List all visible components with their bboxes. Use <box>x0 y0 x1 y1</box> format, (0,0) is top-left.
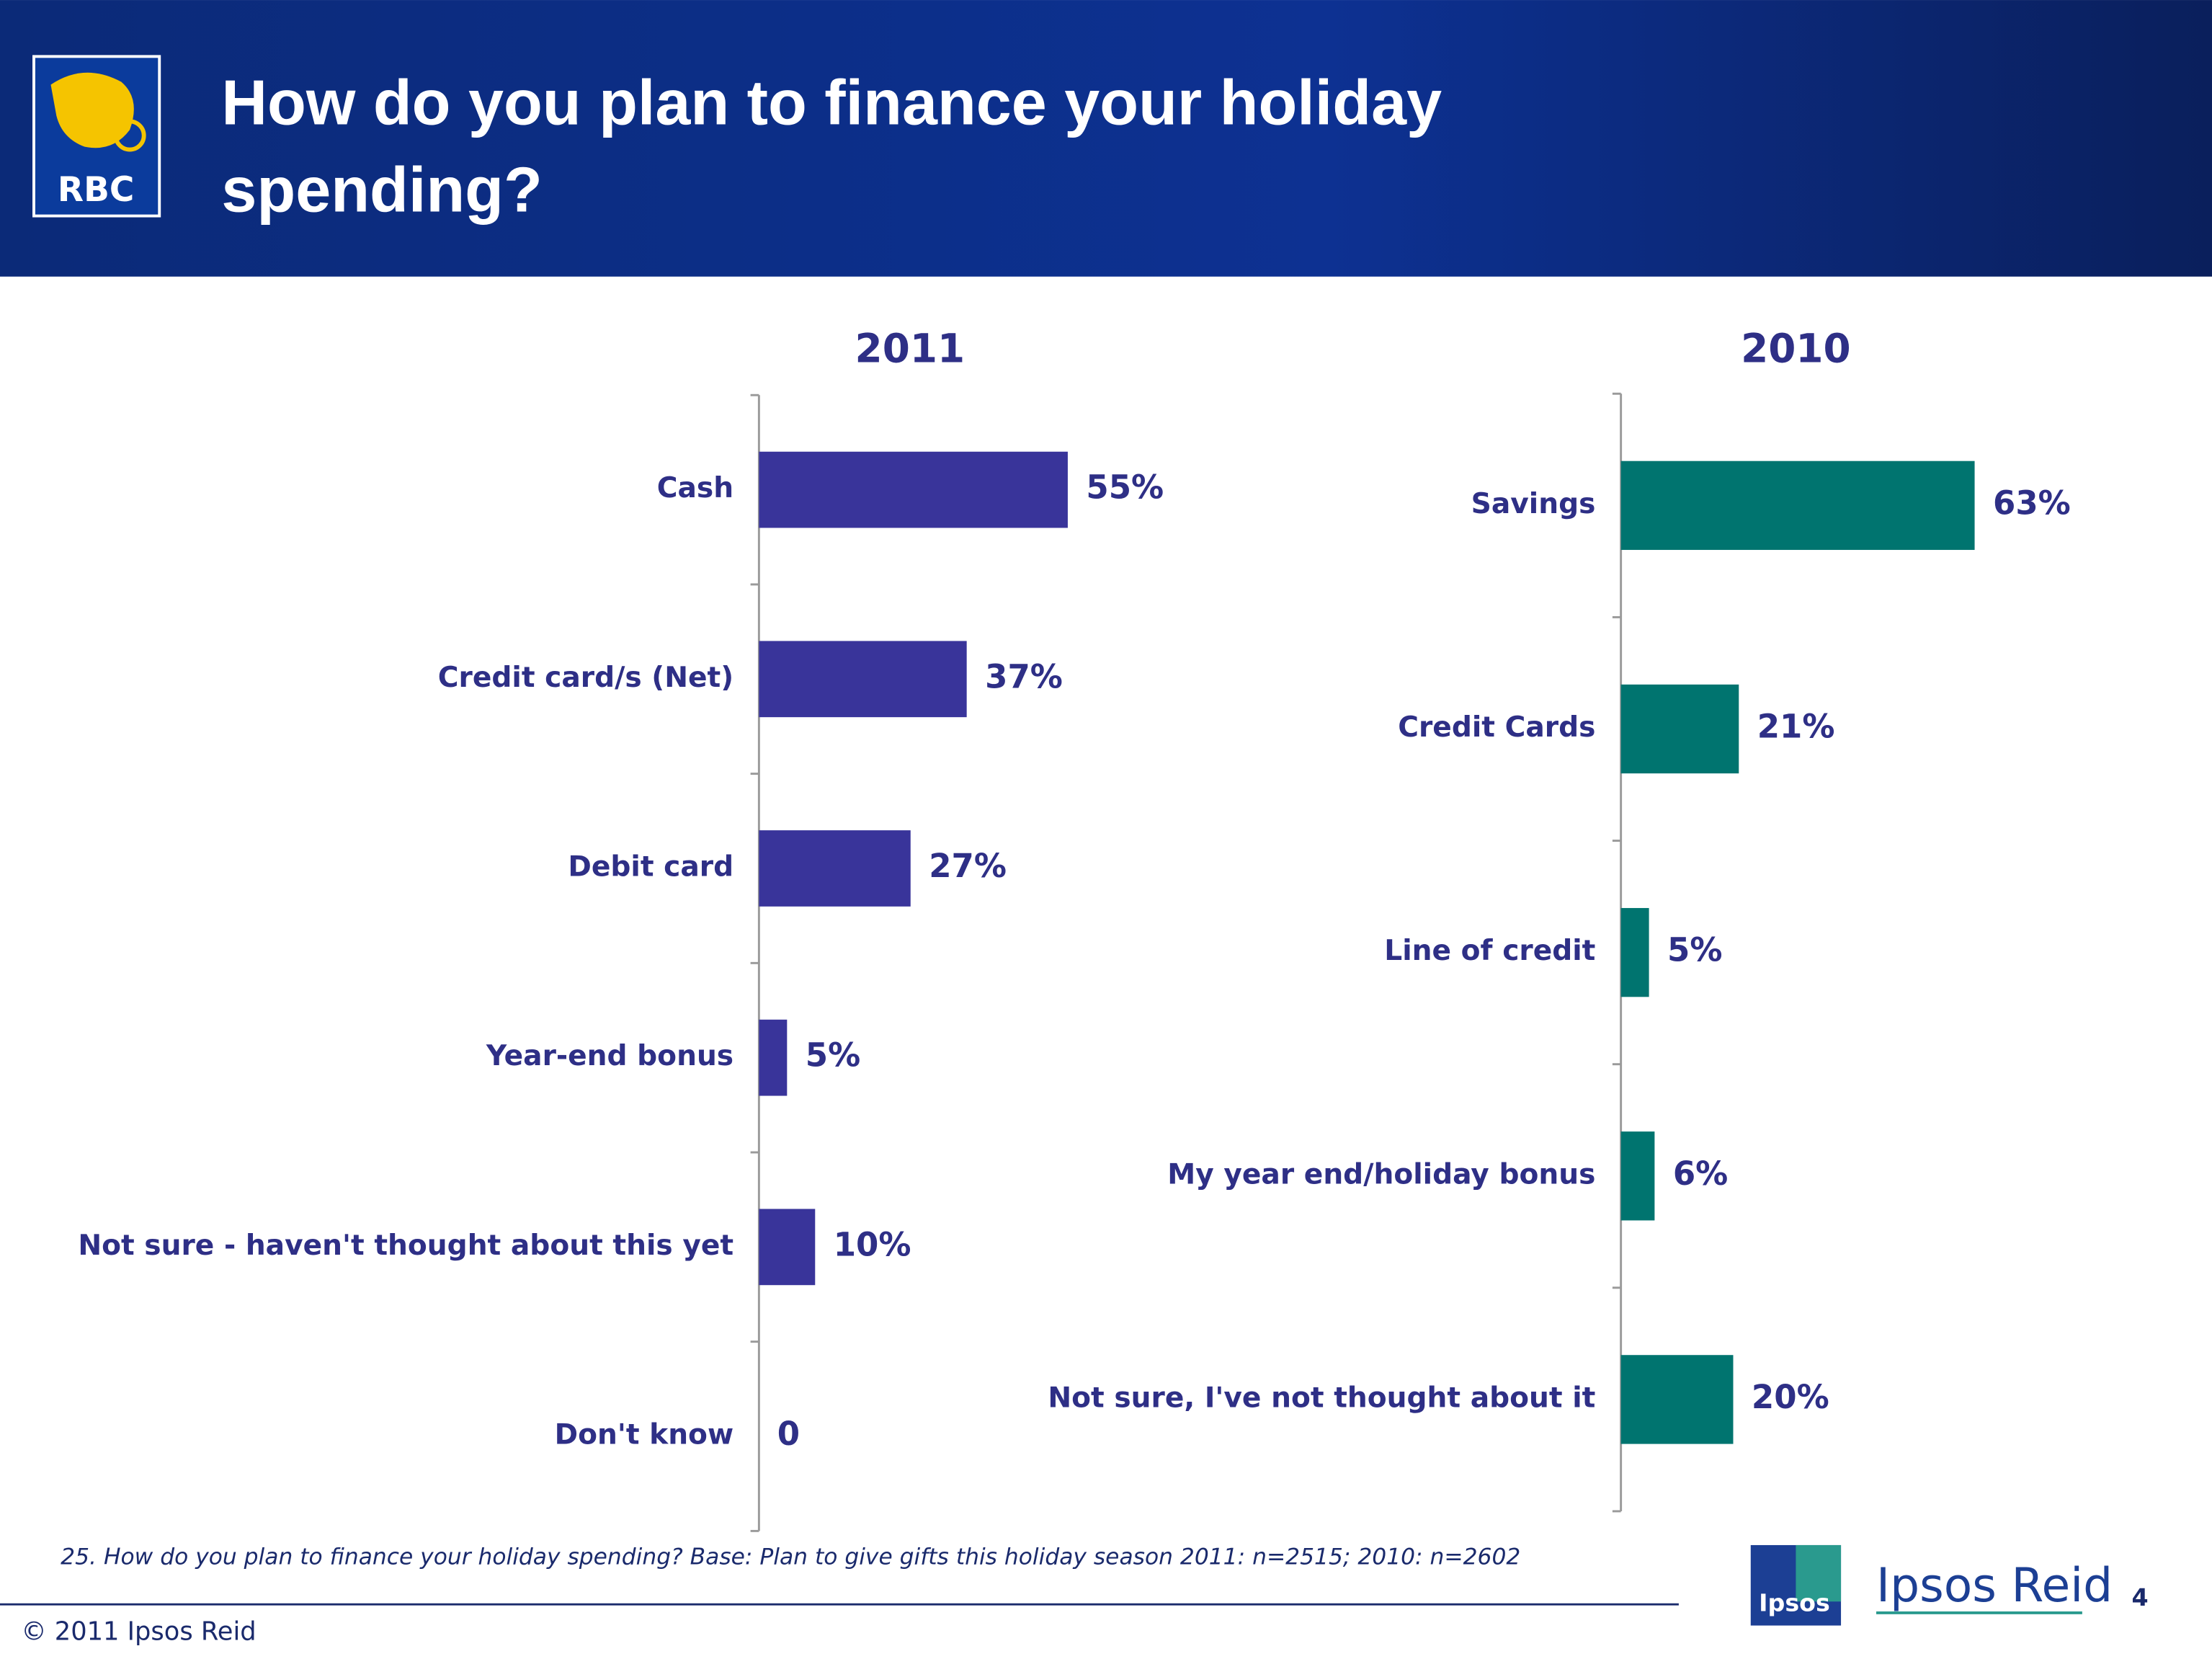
category-label: Not sure - haven't thought about this ye… <box>78 1229 733 1262</box>
value-label: 6% <box>1673 1155 1728 1193</box>
title-box: How do you plan to finance your holiday … <box>221 66 1442 226</box>
category-label: Cash <box>657 472 733 504</box>
bar <box>759 830 911 907</box>
page-number: 4 <box>2132 1583 2149 1611</box>
value-label: 21% <box>1757 707 1835 745</box>
category-label: Savings <box>1471 488 1596 520</box>
category-label: Not sure, I've not thought about it <box>1048 1382 1595 1414</box>
logo-text: RBC <box>58 170 134 210</box>
bar <box>1620 461 1975 551</box>
copyright: © 2011 Ipsos Reid <box>21 1616 256 1646</box>
bar <box>1620 1355 1734 1444</box>
category-label: My year end/holiday bonus <box>1167 1158 1595 1191</box>
category-label: Line of credit <box>1384 935 1595 967</box>
category-label: Year-end bonus <box>486 1040 733 1072</box>
bar <box>759 1209 816 1286</box>
value-label: 63% <box>1993 484 2071 522</box>
ipsos-logo: Ipsos Ipsos Reid <box>1750 1544 2113 1626</box>
value-label: 5% <box>1667 931 1722 969</box>
value-label: 27% <box>929 847 1007 885</box>
bar <box>759 641 967 718</box>
value-label: 20% <box>1752 1378 1829 1416</box>
header-band <box>0 0 2212 277</box>
category-label: Credit card/s (Net) <box>438 662 733 694</box>
bar <box>759 1019 788 1096</box>
chart-title: 2011 <box>855 326 965 372</box>
value-label: 10% <box>834 1225 911 1263</box>
category-label: Don't know <box>555 1419 734 1451</box>
value-label: 37% <box>985 657 1063 695</box>
value-label: 55% <box>1086 468 1164 507</box>
brand: Ipsos Reid <box>1876 1559 2113 1613</box>
bar <box>759 451 1068 528</box>
category-label: Credit Cards <box>1398 711 1595 744</box>
ipsos-small: Ipsos <box>1759 1589 1830 1617</box>
footnote: 25. How do you plan to finance your holi… <box>61 1544 1520 1570</box>
bar <box>1620 684 1739 774</box>
value-label: 5% <box>806 1036 860 1075</box>
bar <box>1620 1131 1655 1221</box>
rbc-logo: RBC <box>32 55 161 218</box>
bar <box>1620 907 1649 997</box>
category-label: Debit card <box>568 850 733 883</box>
chart-title: 2010 <box>1741 326 1851 372</box>
slide-title: How do you plan to finance your holiday … <box>221 66 1442 226</box>
value-label: 0 <box>777 1415 800 1453</box>
